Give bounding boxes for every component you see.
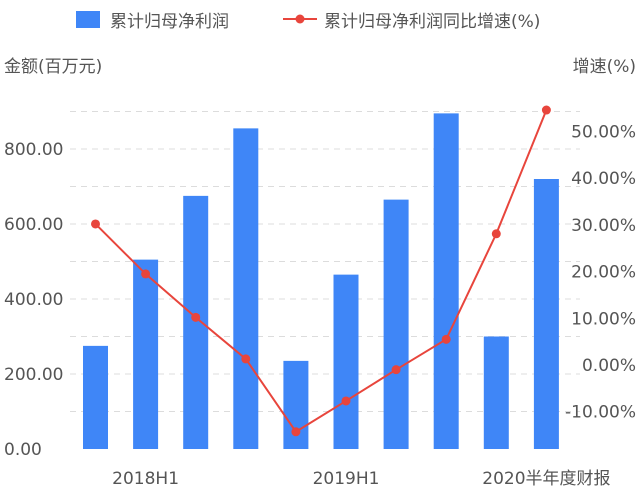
gridlines [70, 111, 580, 412]
bar-series [83, 113, 559, 449]
growth-point [241, 354, 251, 364]
legend-bar-label: 累计归母净利润 [110, 12, 229, 32]
y-right-axis: -10.00% 0.00% 10.00% 20.00% 30.00% 40.00% 50.0… [565, 123, 636, 423]
legend-line-label: 累计归母净利润同比增速(%) [324, 12, 540, 32]
x-axis: 2018H1 2019H1 2020半年度财报 [112, 469, 610, 489]
y-left-tick-label: 400.00 [4, 290, 63, 310]
x-tick-label: 2019H1 [313, 469, 380, 489]
bar [83, 345, 108, 449]
growth-point [441, 334, 451, 344]
growth-point [491, 229, 501, 239]
y-right-tick-label: -10.00% [565, 403, 636, 423]
bar [383, 199, 409, 449]
y-right-tick-label: 0.00% [582, 356, 636, 376]
y-left-axis-title: 金额(百万元) [4, 57, 102, 77]
line-series [91, 105, 551, 437]
y-right-axis-title: 增速(%) [573, 57, 636, 77]
legend-bar-swatch [76, 11, 100, 28]
growth-point [341, 396, 351, 406]
legend-line-marker [295, 14, 305, 24]
growth-point [391, 365, 401, 375]
bar [233, 128, 259, 449]
bar [333, 274, 359, 449]
y-left-tick-label: 800.00 [4, 140, 63, 160]
y-left-tick-label: 200.00 [4, 365, 63, 385]
y-right-tick-label: 30.00% [571, 216, 636, 236]
x-tick-label: 2018H1 [112, 469, 179, 489]
legend: 累计归母净利润 累计归母净利润同比增速(%) [76, 11, 540, 32]
bar [183, 195, 209, 449]
x-tick-label: 2020半年度财报 [482, 469, 610, 489]
growth-point [91, 219, 100, 229]
y-left-axis: 0.00 200.00 400.00 600.00 800.00 [4, 140, 63, 460]
bar [533, 179, 559, 449]
y-right-tick-label: 10.00% [571, 309, 636, 329]
bar [433, 113, 459, 449]
bar [133, 259, 159, 449]
y-right-tick-label: 50.00% [571, 123, 636, 143]
y-right-tick-label: 40.00% [571, 169, 636, 189]
growth-point [191, 312, 201, 322]
y-left-tick-label: 0.00 [4, 440, 42, 460]
growth-point [541, 105, 551, 115]
growth-line [94, 109, 548, 434]
y-right-tick-label: 20.00% [571, 263, 636, 283]
growth-point [291, 427, 301, 437]
y-left-tick-label: 600.00 [4, 215, 63, 235]
growth-point [141, 269, 151, 279]
bar [483, 336, 509, 449]
